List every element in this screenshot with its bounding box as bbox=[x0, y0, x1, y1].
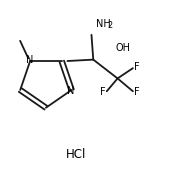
Text: F: F bbox=[100, 87, 106, 97]
Text: 2: 2 bbox=[107, 21, 112, 30]
Text: N: N bbox=[67, 86, 75, 96]
Text: NH: NH bbox=[96, 19, 111, 29]
Text: F: F bbox=[134, 87, 140, 97]
Text: HCl: HCl bbox=[65, 148, 86, 161]
Text: N: N bbox=[26, 55, 33, 65]
Text: OH: OH bbox=[116, 43, 131, 53]
Text: F: F bbox=[134, 62, 140, 72]
